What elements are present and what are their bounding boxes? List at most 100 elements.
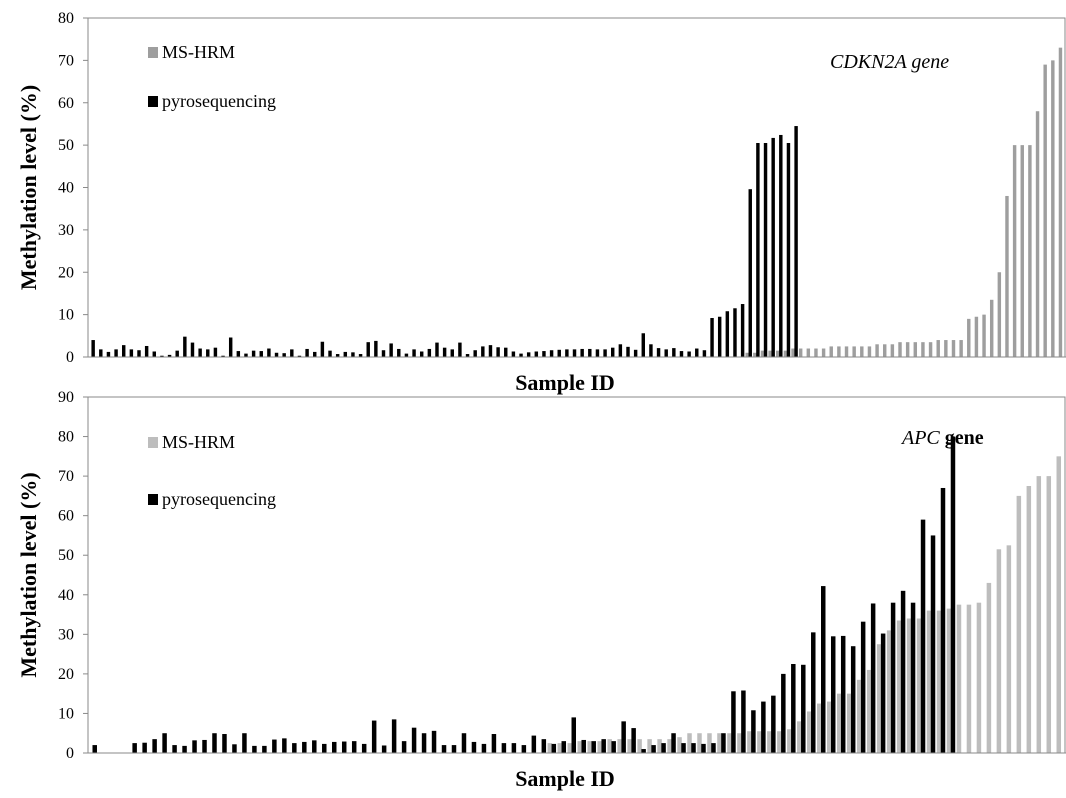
bar-pyrosequencing [172, 745, 177, 753]
bar-ms-hrm [916, 618, 922, 753]
bar-ms-hrm [1035, 111, 1040, 357]
bar-pyrosequencing [175, 350, 179, 357]
bar-pyrosequencing [251, 350, 256, 357]
bar-pyrosequencing [740, 304, 745, 357]
bar-ms-hrm [821, 348, 826, 357]
y-tick-label: 40 [58, 587, 74, 604]
bar-ms-hrm [928, 342, 933, 357]
bar-pyrosequencing [761, 701, 766, 753]
bar-pyrosequencing [649, 344, 653, 357]
bar-pyrosequencing [212, 733, 217, 753]
y-tick-label: 40 [58, 180, 74, 197]
bar-ms-hrm [647, 739, 652, 753]
bar-pyrosequencing [192, 740, 197, 753]
bar-pyrosequencing [292, 743, 297, 753]
bar-pyrosequencing [335, 354, 340, 357]
y-tick-label: 70 [58, 468, 74, 485]
bar-pyrosequencing [435, 342, 439, 357]
y-tick-label: 20 [58, 666, 74, 683]
bar-ms-hrm [707, 733, 712, 753]
bar-pyrosequencing [122, 345, 126, 357]
gene-label-part: gene [940, 427, 984, 449]
bar-ms-hrm [697, 733, 702, 753]
bar-pyrosequencing [940, 487, 946, 753]
bar-pyrosequencing [272, 739, 277, 753]
bar-pyrosequencing [731, 691, 736, 753]
bar-pyrosequencing [603, 349, 607, 357]
bar-pyrosequencing [542, 351, 546, 357]
bar-pyrosequencing [521, 745, 527, 753]
bar-ms-hrm [757, 731, 762, 753]
bar-ms-hrm [860, 346, 864, 357]
legend-label: MS-HRM [162, 42, 235, 62]
bar-pyrosequencing [228, 337, 233, 357]
bar-pyrosequencing [242, 733, 247, 753]
legend-swatch [148, 96, 158, 107]
bar-ms-hrm [1006, 545, 1012, 753]
bar-pyrosequencing [328, 350, 332, 357]
gene-label: CDKN2A gene [830, 51, 949, 73]
bar-ms-hrm [547, 743, 553, 753]
bar-pyrosequencing [920, 519, 926, 753]
bar-pyrosequencing [144, 345, 149, 357]
bar-pyrosequencing [572, 349, 577, 357]
bar-pyrosequencing [282, 353, 286, 357]
bar-ms-hrm [913, 342, 918, 357]
bar-pyrosequencing [695, 348, 699, 357]
bar-ms-hrm [829, 346, 833, 357]
bar-pyrosequencing [313, 351, 317, 357]
bar-pyrosequencing [672, 348, 676, 357]
bar-ms-hrm [807, 711, 812, 753]
bar-pyrosequencing [821, 586, 826, 753]
bar-pyrosequencing [381, 745, 387, 753]
bar-pyrosequencing [419, 351, 424, 357]
bar-pyrosequencing [794, 126, 798, 358]
bar-pyrosequencing [581, 739, 586, 753]
bar-pyrosequencing [811, 632, 816, 753]
bar-pyrosequencing [252, 745, 257, 753]
bar-ms-hrm [921, 342, 925, 357]
bar-ms-hrm [966, 604, 972, 753]
bar-ms-hrm [1028, 145, 1032, 357]
bar-ms-hrm [587, 741, 592, 753]
y-tick-label: 50 [58, 137, 74, 154]
bar-pyrosequencing [488, 345, 493, 357]
bar-pyrosequencing [481, 743, 487, 753]
bar-pyrosequencing [526, 352, 531, 357]
y-tick-label: 60 [58, 508, 74, 525]
bar-pyrosequencing [351, 741, 357, 753]
bar-ms-hrm [876, 644, 882, 753]
bar-pyrosequencing [830, 636, 836, 753]
bar-pyrosequencing [763, 143, 768, 357]
bar-ms-hrm [1016, 495, 1022, 753]
bar-pyrosequencing [691, 743, 696, 753]
bar-ms-hrm [667, 739, 672, 753]
bar-ms-hrm [997, 272, 1002, 357]
bar-pyrosequencing [332, 741, 337, 753]
bar-pyrosequencing [366, 342, 370, 357]
bar-pyrosequencing [930, 535, 936, 753]
bar-pyrosequencing [701, 743, 706, 753]
bar-pyrosequencing [801, 664, 806, 753]
bar-ms-hrm [951, 340, 956, 357]
bar-pyrosequencing [910, 602, 916, 753]
bar-pyrosequencing [633, 349, 638, 357]
bar-pyrosequencing [99, 349, 103, 357]
bar-ms-hrm [1026, 486, 1032, 753]
bar-pyrosequencing [297, 355, 302, 357]
bar-pyrosequencing [142, 742, 147, 753]
bar-pyrosequencing [320, 341, 325, 357]
bar-pyrosequencing [860, 621, 866, 753]
bar-ms-hrm [982, 314, 986, 357]
bar-ms-hrm [617, 739, 622, 753]
bar-ms-hrm [967, 318, 971, 357]
bar-pyrosequencing [262, 745, 267, 753]
bar-ms-hrm [886, 630, 892, 753]
bar-pyrosequencing [404, 353, 409, 357]
bar-pyrosequencing [152, 739, 157, 753]
bar-pyrosequencing [202, 739, 207, 753]
bar-pyrosequencing [206, 349, 210, 357]
bar-pyrosequencing [504, 347, 508, 357]
bar-pyrosequencing [305, 348, 309, 357]
